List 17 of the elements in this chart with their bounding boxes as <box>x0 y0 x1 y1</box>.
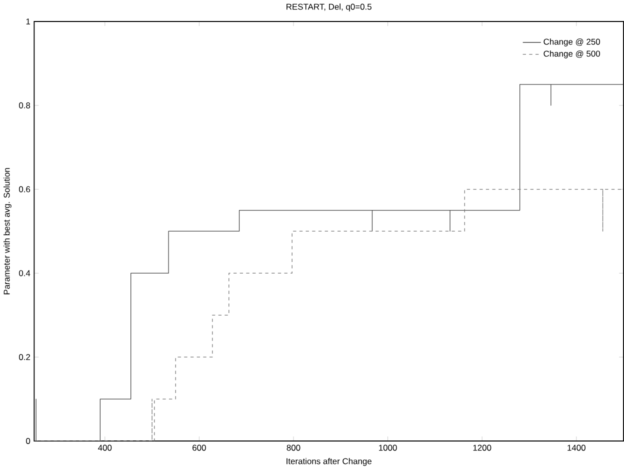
legend-label: Change @ 250 <box>544 38 600 46</box>
y-axis-title: Parameter with best avg. Solution <box>4 168 12 294</box>
x-tick-label: 1200 <box>473 444 492 451</box>
legend-label: Change @ 500 <box>544 50 600 58</box>
x-tick-label: 600 <box>192 444 206 451</box>
x-tick-label: 1000 <box>379 444 397 451</box>
y-tick-label: 0.4 <box>19 270 30 276</box>
x-tick-label: 800 <box>286 444 300 451</box>
y-tick-label: 0 <box>26 438 30 444</box>
x-axis-title: Iterations after Change <box>286 458 372 466</box>
y-tick-label: 0.8 <box>19 102 30 108</box>
y-tick-label: 1 <box>26 18 30 24</box>
x-tick-label: 400 <box>98 444 112 451</box>
x-tick-label: 1400 <box>568 444 586 451</box>
y-tick-label: 0.6 <box>19 186 30 192</box>
y-tick-label: 0.2 <box>19 354 30 360</box>
chart-title: RESTART, Del, q0=0.5 <box>286 3 372 12</box>
